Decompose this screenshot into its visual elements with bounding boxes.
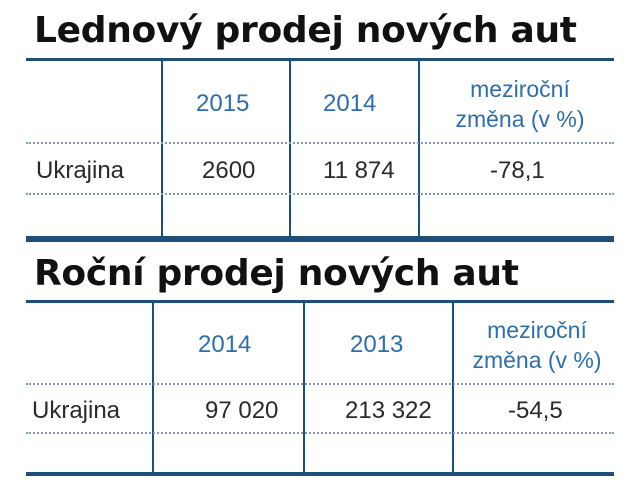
bottom-rule [26,236,614,242]
row-value: 213 322 [345,397,432,424]
row-value: 2600 [202,157,256,184]
header-change-line: změna (v %) [472,347,602,373]
column-divider [289,61,291,238]
header-change-line: meziroční [487,317,587,343]
row-value: 11 874 [323,157,395,184]
top-rule [26,58,614,61]
table-title: Roční prodej nových aut [34,253,519,294]
row-label: Ukrajina [32,397,121,424]
dotted-separator [26,432,614,434]
dotted-separator [26,193,614,195]
header-year: 2014 [323,90,377,117]
column-divider [418,61,420,238]
header-year: 2013 [350,331,404,358]
row-value: 97 020 [205,397,279,424]
header-change: meziroční změna (v %) [462,315,612,375]
header-year: 2015 [196,90,250,117]
row-label: Ukrajina [36,157,125,184]
top-rule [26,300,614,303]
header-change-line: meziroční [470,76,570,102]
header-change-line: změna (v %) [455,106,585,132]
column-divider [452,303,454,475]
column-divider [161,61,163,238]
row-value: -78,1 [490,157,545,184]
dotted-separator [26,142,614,144]
header-change: meziroční změna (v %) [430,74,610,134]
column-divider [303,303,305,475]
table-title: Lednový prodej nových aut [34,10,577,51]
header-year: 2014 [198,331,252,358]
dotted-separator [26,383,614,385]
bottom-rule [26,472,614,476]
row-value: -54,5 [508,397,563,424]
column-divider [152,303,154,475]
